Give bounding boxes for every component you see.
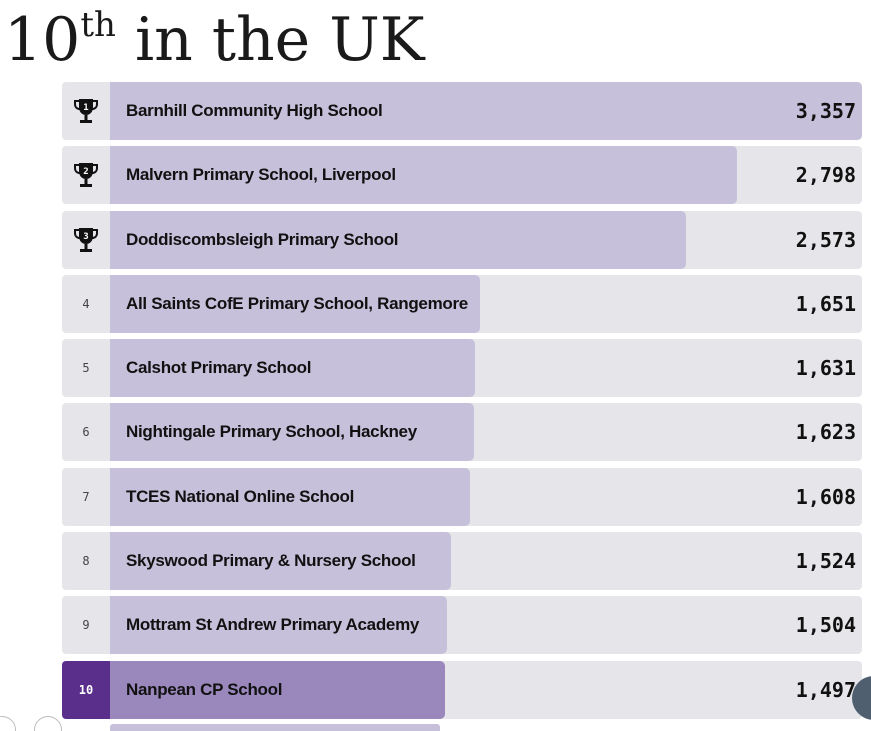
school-name: Skyswood Primary & Nursery School — [126, 551, 416, 571]
leaderboard-row[interactable]: 4 All Saints CofE Primary School, Rangemo… — [62, 274, 862, 333]
score-value: 1,504 — [795, 613, 856, 638]
rank-cell: 10 — [62, 660, 110, 719]
score-bar — [110, 210, 686, 269]
school-name: All Saints CofE Primary School, Rangemor… — [126, 293, 468, 313]
leaderboard-row[interactable]: 2 Malvern Primary School, Liverpool 2,798 — [62, 146, 862, 205]
score-value: 1,497 — [795, 677, 856, 702]
rank-number: 9 — [82, 618, 90, 633]
leaderboard-row[interactable]: 6 Nightingale Primary School, Hackney 1,62… — [62, 403, 862, 462]
page-controls — [0, 716, 70, 731]
trophy-rank-label: 1 — [83, 103, 88, 113]
score-value: 1,608 — [795, 484, 856, 509]
school-name: Mottram St Andrew Primary Academy — [126, 615, 420, 635]
rank-cell: 5 — [62, 339, 110, 397]
score-value: 1,651 — [795, 291, 856, 316]
rank-cell: 1 — [62, 82, 110, 140]
leaderboard-row[interactable]: 8 Skyswood Primary & Nursery School 1,524 — [62, 532, 862, 591]
help-icon[interactable] — [0, 716, 16, 731]
rank-number: 4 — [82, 296, 90, 311]
leaderboard-row[interactable]: 10 Nanpean CP School 1,497 — [62, 660, 862, 719]
school-name: Nightingale Primary School, Hackney — [126, 422, 417, 442]
score-bar — [110, 403, 474, 462]
score-bar — [110, 82, 862, 140]
rank-number: 5 — [82, 361, 90, 376]
trophy-icon: 1 — [74, 99, 98, 123]
score-value: 2,573 — [795, 227, 856, 252]
score-bar — [110, 339, 475, 398]
score-value: 1,631 — [795, 356, 856, 381]
score-bar — [110, 660, 445, 719]
school-name: Calshot Primary School — [126, 358, 312, 378]
score-value: 1,524 — [795, 549, 856, 574]
leaderboard-list: 1 Barnhill Community High School 3,357 2 Mal… — [62, 82, 862, 725]
next-row-peek — [110, 724, 440, 731]
leaderboard-row[interactable]: 5 Calshot Primary School 1,631 — [62, 339, 862, 398]
trophy-rank-label: 3 — [83, 232, 88, 242]
rank-cell: 9 — [62, 596, 110, 654]
score-value: 1,623 — [795, 420, 856, 445]
school-name: Barnhill Community High School — [126, 101, 383, 120]
heading-ordinal-suffix: th — [80, 5, 116, 45]
leaderboard-row[interactable]: 1 Barnhill Community High School 3,357 — [62, 82, 862, 140]
score-bar — [110, 467, 470, 526]
rank-number: 7 — [82, 489, 90, 504]
score-bar — [110, 274, 480, 333]
school-name: Nanpean CP School — [126, 679, 283, 699]
rank-cell: 3 — [62, 211, 110, 269]
rank-number: 6 — [82, 425, 90, 440]
trophy-icon: 3 — [74, 227, 98, 252]
score-bar — [110, 146, 737, 205]
score-value: 2,798 — [795, 163, 856, 188]
rank-number: 8 — [82, 554, 90, 569]
score-bar — [110, 596, 447, 655]
heading-number: 10 — [4, 5, 81, 75]
score-value: 3,357 — [795, 99, 856, 123]
page-heading: 10th in the UK — [4, 2, 425, 78]
rank-cell: 7 — [62, 468, 110, 526]
more-icon[interactable] — [34, 716, 62, 731]
school-name: Doddiscombsleigh Primary School — [126, 229, 399, 249]
rank-number: 10 — [78, 682, 94, 697]
heading-text: in the UK — [115, 5, 425, 75]
floating-action-button[interactable] — [852, 676, 871, 720]
leaderboard-row[interactable]: 7 TCES National Online School 1,608 — [62, 467, 862, 526]
score-bar — [110, 532, 451, 591]
leaderboard-row[interactable]: 9 Mottram St Andrew Primary Academy 1,504 — [62, 596, 862, 655]
trophy-icon: 2 — [74, 163, 98, 188]
rank-cell: 6 — [62, 403, 110, 461]
rank-cell: 2 — [62, 146, 110, 204]
rank-cell: 8 — [62, 532, 110, 590]
school-name: Malvern Primary School, Liverpool — [126, 165, 396, 185]
rank-cell: 4 — [62, 275, 110, 333]
leaderboard-row[interactable]: 3 Doddiscombsleigh Primary School 2,573 — [62, 210, 862, 269]
trophy-rank-label: 2 — [83, 167, 88, 177]
school-name: TCES National Online School — [126, 486, 355, 506]
